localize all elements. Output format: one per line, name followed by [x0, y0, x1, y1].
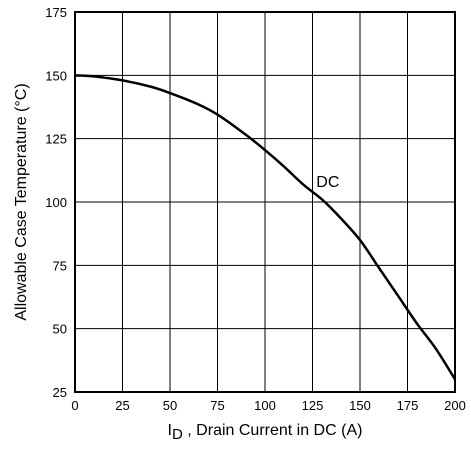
x-tick-label-175: 175: [397, 398, 419, 413]
y-tick-labels: 25 50 75 100 125 150 175: [45, 5, 67, 400]
x-axis-title: ID , Drain Current in DC (A): [168, 422, 363, 443]
y-tick-label-100: 100: [45, 195, 67, 210]
x-tick-label-25: 25: [115, 398, 129, 413]
plot-frame: [74, 11, 456, 393]
x-tick-label-150: 150: [349, 398, 371, 413]
x-axis-title-rest: , Drain Current in DC (A): [183, 422, 363, 439]
y-axis-title: Allowable Case Temperature (°C): [13, 83, 30, 320]
grid-lines: [75, 12, 455, 392]
y-tick-label-50: 50: [53, 322, 67, 337]
y-tick-label-75: 75: [53, 258, 67, 273]
y-tick-label-125: 125: [45, 132, 67, 147]
y-tick-label-150: 150: [45, 68, 67, 83]
y-tick-label-25: 25: [53, 385, 67, 400]
series-line-dc: [74, 74, 457, 380]
x-axis-title-subscript: D: [172, 426, 183, 443]
x-tick-label-75: 75: [210, 398, 224, 413]
x-tick-label-125: 125: [302, 398, 324, 413]
x-tick-label-200: 200: [444, 398, 466, 413]
annotation-dc: DC: [316, 174, 339, 191]
x-tick-labels: 0 25 50 75 100 125 150 175 200: [71, 398, 465, 413]
x-axis-title-main: I: [168, 422, 172, 439]
x-tick-label-100: 100: [254, 398, 276, 413]
x-tick-label-50: 50: [163, 398, 177, 413]
x-tick-label-0: 0: [71, 398, 78, 413]
y-tick-label-175: 175: [45, 5, 67, 20]
